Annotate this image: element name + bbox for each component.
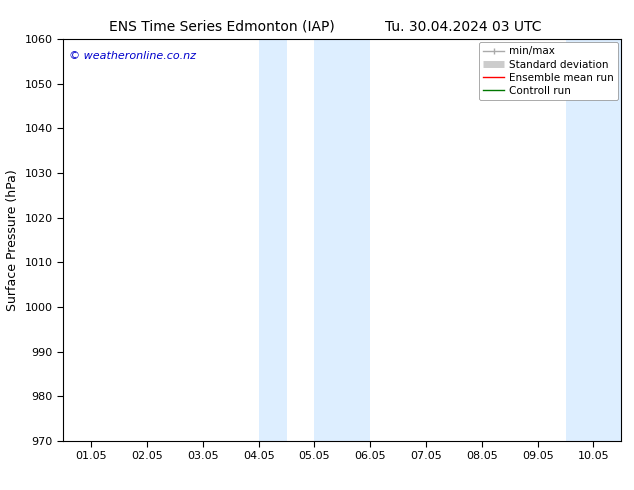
Legend: min/max, Standard deviation, Ensemble mean run, Controll run: min/max, Standard deviation, Ensemble me…: [479, 42, 618, 100]
Bar: [566, 39, 593, 441]
Text: Tu. 30.04.2024 03 UTC: Tu. 30.04.2024 03 UTC: [385, 20, 541, 34]
Bar: [593, 39, 621, 441]
Bar: [314, 39, 370, 441]
Text: ENS Time Series Edmonton (IAP): ENS Time Series Edmonton (IAP): [109, 20, 335, 34]
Y-axis label: Surface Pressure (hPa): Surface Pressure (hPa): [6, 169, 19, 311]
Bar: [259, 39, 287, 441]
Text: © weatheronline.co.nz: © weatheronline.co.nz: [69, 51, 196, 61]
